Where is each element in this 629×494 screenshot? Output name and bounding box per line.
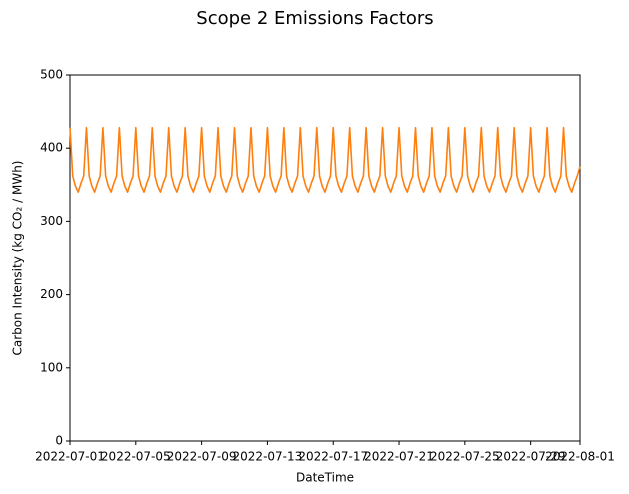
x-tick-label: 2022-07-17	[298, 450, 368, 464]
y-axis-label: Carbon Intensity (kg CO₂ / MWh)	[11, 161, 25, 356]
y-tick-label: 300	[40, 214, 63, 228]
x-tick-label: 2022-07-09	[167, 450, 237, 464]
plot-frame	[69, 74, 581, 442]
y-tick-label: 400	[40, 141, 63, 155]
x-tick-label: 2022-07-05	[101, 450, 171, 464]
x-tick-label: 2022-08-01	[545, 450, 615, 464]
x-tick-label: 2022-07-01	[35, 450, 105, 464]
x-tick-label: 2022-07-21	[364, 450, 434, 464]
x-tick-label: 2022-07-13	[233, 450, 303, 464]
y-tick-label: 500	[40, 68, 63, 82]
x-tick-label: 2022-07-29	[496, 450, 566, 464]
y-tick-label: 100	[40, 360, 63, 374]
data-line	[69, 126, 581, 193]
chart-title: Scope 2 Emissions Factors	[196, 8, 433, 29]
y-tick-label: 200	[40, 287, 63, 301]
y-tick-label: 0	[55, 434, 63, 448]
x-axis-label: DateTime	[296, 471, 354, 485]
x-tick-label: 2022-07-25	[430, 450, 500, 464]
